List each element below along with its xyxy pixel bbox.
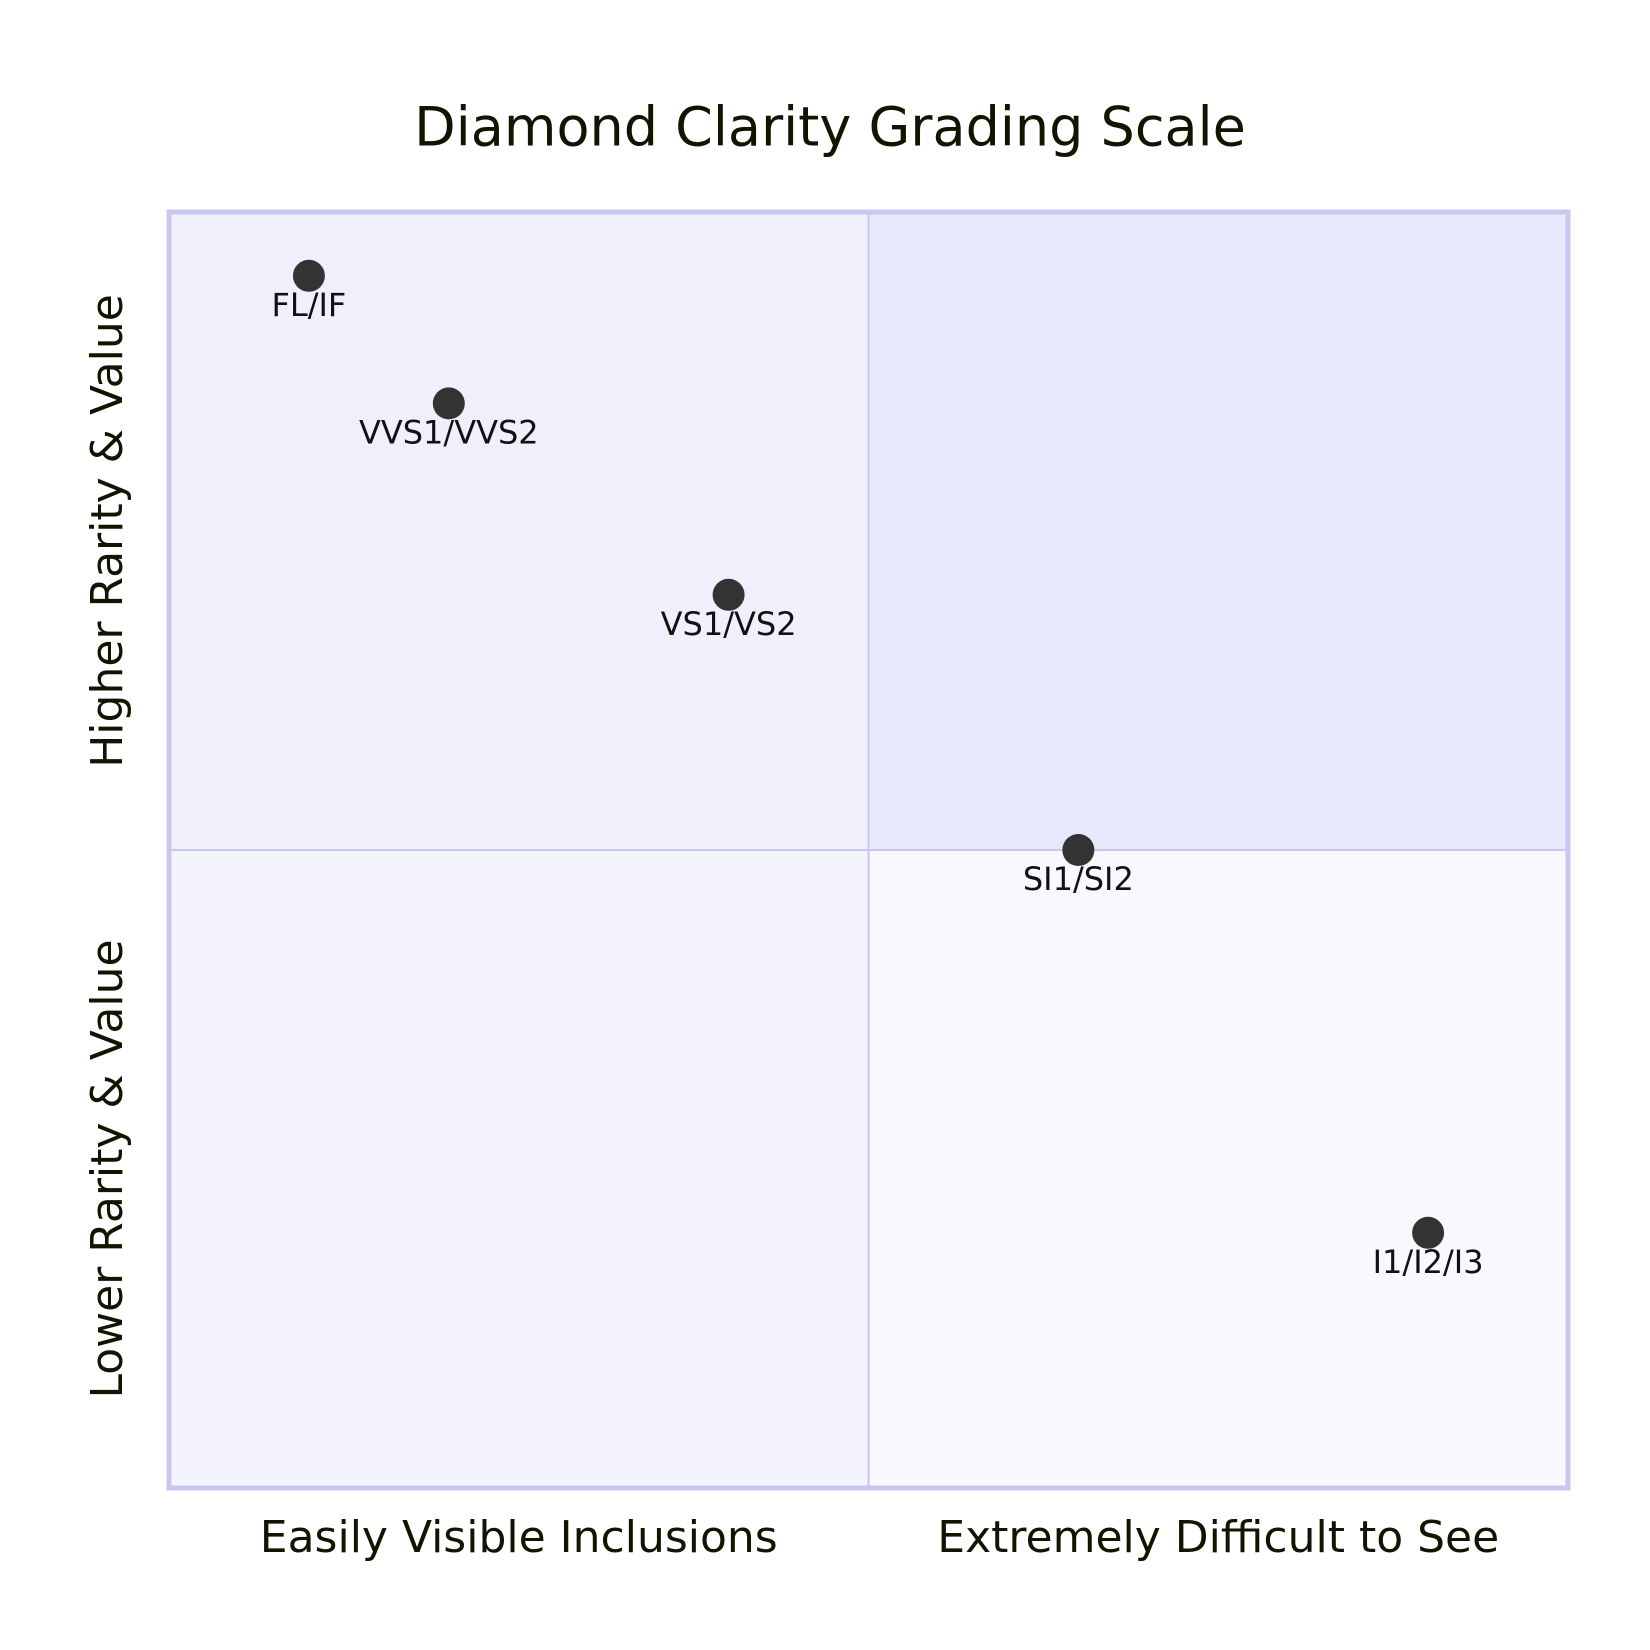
chart-title: Diamond Clarity Grading Scale	[414, 96, 1246, 159]
point	[1062, 834, 1095, 866]
point	[712, 578, 745, 611]
quadrant	[868, 212, 1568, 850]
quadrant	[169, 850, 869, 1488]
point-label: VVS1/VVS2	[359, 413, 539, 451]
point	[292, 259, 325, 292]
y-axis-label: Higher Rarity & Value	[82, 294, 133, 768]
y-axis-label: Lower Rarity & Value	[82, 939, 133, 1398]
quadrant	[169, 212, 869, 850]
point-label: FL/IF	[271, 286, 346, 324]
x-axis-label: Extremely Difficult to See	[937, 1512, 1499, 1563]
point-label: VS1/VS2	[661, 605, 797, 643]
x-axis-label: Easily Visible Inclusions	[260, 1512, 778, 1563]
point-label: SI1/SI2	[1023, 860, 1134, 898]
point	[432, 387, 465, 420]
point-label: I1/I2/I3	[1373, 1243, 1484, 1281]
plot-border	[166, 209, 1571, 1491]
point	[1412, 1216, 1445, 1249]
quadrant	[868, 850, 1568, 1488]
